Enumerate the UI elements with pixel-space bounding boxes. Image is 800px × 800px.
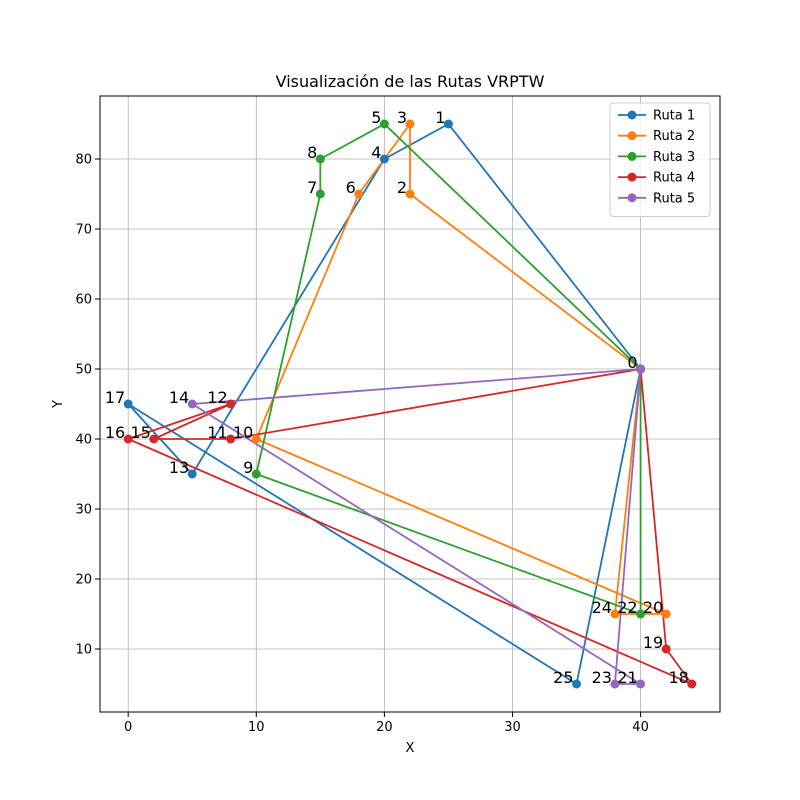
y-tick-label: 60: [75, 293, 92, 308]
route-5-point-0: [636, 364, 646, 374]
legend-box: [609, 102, 711, 217]
route-line-2: [255, 123, 668, 615]
node-label-5: 5: [371, 108, 381, 127]
legend-marker-1: [627, 110, 637, 120]
node-labels: 0123456789101112131415161718192021222324…: [105, 108, 689, 687]
route-2-point-10: [251, 434, 261, 444]
y-tick-label: 80: [75, 153, 92, 168]
node-label-21: 21: [617, 668, 637, 687]
node-label-13: 13: [169, 458, 189, 477]
route-2-point-3: [405, 119, 415, 129]
route-1-point-1: [443, 119, 453, 129]
node-label-11: 11: [207, 423, 227, 442]
route-5-point-21: [636, 679, 646, 689]
node-label-18: 18: [668, 668, 688, 687]
route-3-point-22: [636, 609, 646, 619]
y-tick-label: 40: [75, 433, 92, 448]
chart-title: Visualización de las Rutas VRPTW: [276, 72, 545, 91]
route-2-point-20: [661, 609, 671, 619]
route-2-point-2: [405, 189, 415, 199]
plot-frame: [99, 95, 721, 713]
route-2-point-6: [354, 189, 364, 199]
route-1-point-17: [123, 399, 133, 409]
legend-label-3: Ruta 3: [653, 150, 695, 165]
legend-marker-5: [627, 193, 637, 203]
legend-label-2: Ruta 2: [653, 129, 695, 144]
route-3-point-8: [315, 154, 325, 164]
y-tick-label: 30: [75, 503, 92, 518]
x-tick-label: 10: [248, 720, 265, 735]
y-tick-label: 10: [75, 643, 92, 658]
node-label-14: 14: [169, 388, 189, 407]
node-label-8: 8: [307, 143, 317, 162]
node-label-15: 15: [130, 423, 150, 442]
route-3-point-9: [251, 469, 261, 479]
legend: Ruta 1 Ruta 2 Ruta 3 Ruta 4 Ruta 5: [609, 102, 711, 217]
y-tick-label: 50: [75, 363, 92, 378]
node-label-1: 1: [435, 108, 445, 127]
node-label-17: 17: [105, 388, 125, 407]
y-axis-label: Y: [51, 400, 66, 409]
node-label-0: 0: [627, 353, 637, 372]
x-tick-label: 0: [124, 720, 132, 735]
route-4-point-16: [123, 434, 133, 444]
route-4-point-15: [149, 434, 159, 444]
node-label-16: 16: [105, 423, 125, 442]
node-label-4: 4: [371, 143, 381, 162]
node-label-9: 9: [243, 458, 253, 477]
node-label-25: 25: [553, 668, 573, 687]
route-4-point-11: [226, 434, 236, 444]
route-3-point-5: [379, 119, 389, 129]
x-axis-label: X: [406, 741, 415, 756]
route-4-point-18: [687, 679, 697, 689]
route-5-point-14: [187, 399, 197, 409]
route-2-point-24: [610, 609, 620, 619]
legend-marker-3: [627, 151, 637, 161]
route-line-4: [127, 368, 693, 685]
node-label-20: 20: [643, 598, 663, 617]
x-tick-label: 30: [504, 720, 521, 735]
route-points: [123, 119, 697, 689]
legend-label-4: Ruta 4: [653, 171, 695, 186]
node-label-12: 12: [207, 388, 227, 407]
x-tick-label: 40: [632, 720, 649, 735]
y-tick-label: 70: [75, 223, 92, 238]
node-label-23: 23: [592, 668, 612, 687]
node-label-22: 22: [617, 598, 637, 617]
node-label-7: 7: [307, 178, 317, 197]
node-label-6: 6: [346, 178, 356, 197]
node-label-3: 3: [397, 108, 407, 127]
route-4-point-12: [226, 399, 236, 409]
legend-marker-2: [627, 131, 637, 141]
x-tick-label: 20: [376, 720, 393, 735]
legend-label-1: Ruta 1: [653, 109, 695, 124]
route-1-point-25: [572, 679, 582, 689]
route-4-point-19: [661, 644, 671, 654]
node-label-10: 10: [233, 423, 253, 442]
node-label-2: 2: [397, 178, 407, 197]
route-3-point-7: [315, 189, 325, 199]
route-5-point-23: [610, 679, 620, 689]
route-1-point-4: [379, 154, 389, 164]
route-1-point-13: [187, 469, 197, 479]
node-label-19: 19: [643, 633, 663, 652]
legend-label-5: Ruta 5: [653, 191, 695, 206]
y-tick-label: 20: [75, 573, 92, 588]
node-label-24: 24: [592, 598, 612, 617]
legend-marker-4: [627, 172, 637, 182]
